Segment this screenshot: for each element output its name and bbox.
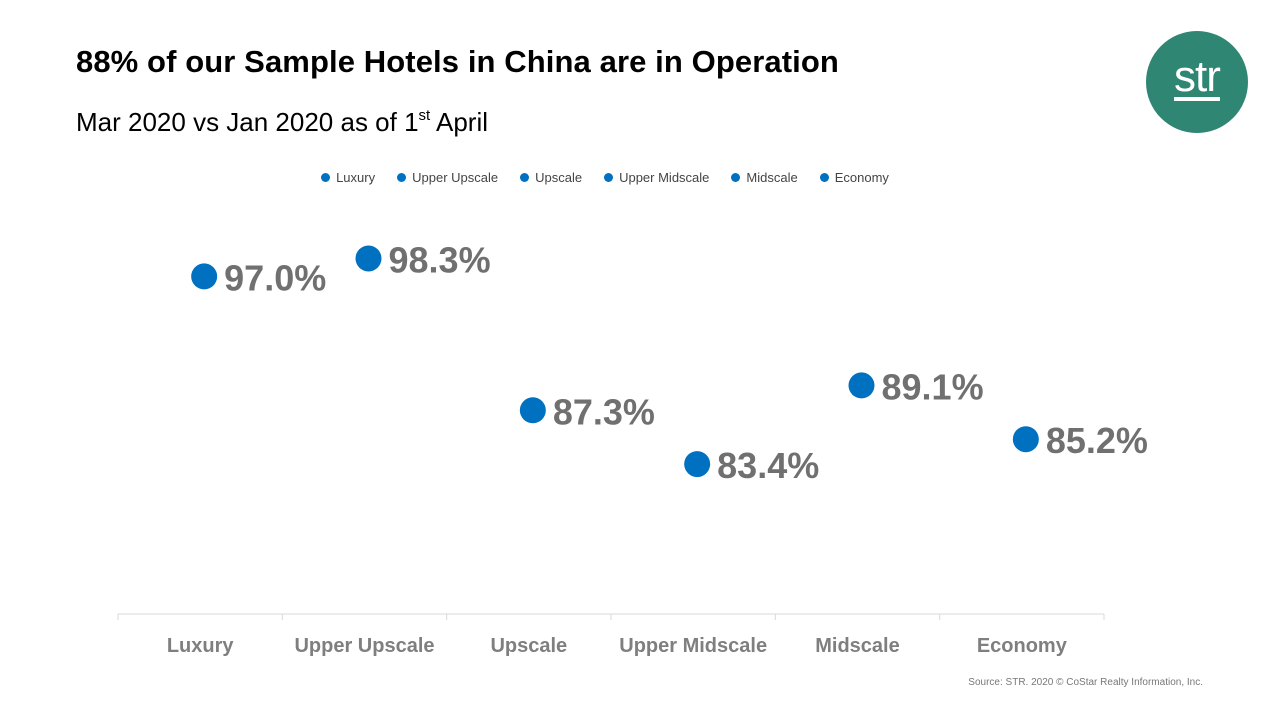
legend-item: Upper Upscale bbox=[397, 170, 498, 185]
legend-item: Midscale bbox=[731, 170, 798, 185]
subtitle-prefix: Mar 2020 vs Jan 2020 as of 1 bbox=[76, 107, 419, 137]
chart-legend: Luxury Upper Upscale Upscale Upper Midscale… bbox=[0, 170, 1210, 185]
x-tick-label: Upper Midscale bbox=[619, 635, 767, 657]
x-tick-label: Midscale bbox=[815, 635, 899, 657]
legend-marker bbox=[397, 173, 407, 182]
legend-item: Upscale bbox=[520, 170, 582, 185]
x-tick-label: Upper Upscale bbox=[294, 635, 434, 657]
legend-item: Luxury bbox=[321, 170, 375, 185]
data-point bbox=[355, 245, 382, 272]
chart-subtitle: Mar 2020 vs Jan 2020 as of 1st April bbox=[76, 107, 488, 138]
legend-label: Luxury bbox=[336, 170, 376, 185]
legend-marker bbox=[321, 173, 331, 182]
data-label: 98.3% bbox=[389, 239, 491, 280]
legend-label: Economy bbox=[834, 170, 889, 185]
subtitle-superscript: st bbox=[418, 107, 431, 124]
legend-item: Economy bbox=[819, 170, 889, 185]
x-tick-label: Upscale bbox=[490, 635, 567, 657]
x-tick-label: Economy bbox=[977, 635, 1068, 657]
legend-marker bbox=[731, 173, 741, 182]
legend-label: Upper Midscale bbox=[619, 170, 710, 185]
legend-marker bbox=[819, 173, 829, 182]
x-tick-label: Luxury bbox=[167, 635, 235, 657]
data-label: 83.4% bbox=[717, 445, 819, 486]
str-logo: str bbox=[1146, 31, 1248, 133]
legend-label: Midscale bbox=[746, 170, 798, 185]
legend-label: Upscale bbox=[535, 170, 583, 185]
data-point bbox=[848, 372, 875, 399]
data-label: 87.3% bbox=[553, 391, 655, 432]
data-point bbox=[191, 263, 218, 290]
data-label: 89.1% bbox=[882, 366, 984, 407]
data-point bbox=[519, 397, 546, 424]
data-label: 97.0% bbox=[224, 257, 326, 298]
data-label: 85.2% bbox=[1046, 420, 1148, 461]
chart-title: 88% of our Sample Hotels in China are in… bbox=[76, 44, 839, 79]
legend-label: Upper Upscale bbox=[412, 170, 499, 185]
legend-item: Upper Midscale bbox=[604, 170, 709, 185]
legend-marker bbox=[520, 173, 530, 182]
source-note: Source: STR. 2020 © CoStar Realty Inform… bbox=[968, 677, 1203, 688]
str-logo-text: str bbox=[1174, 52, 1221, 101]
subtitle-suffix: April bbox=[430, 107, 489, 137]
data-point bbox=[684, 451, 711, 478]
data-point bbox=[1012, 426, 1039, 453]
legend-marker bbox=[604, 173, 614, 182]
